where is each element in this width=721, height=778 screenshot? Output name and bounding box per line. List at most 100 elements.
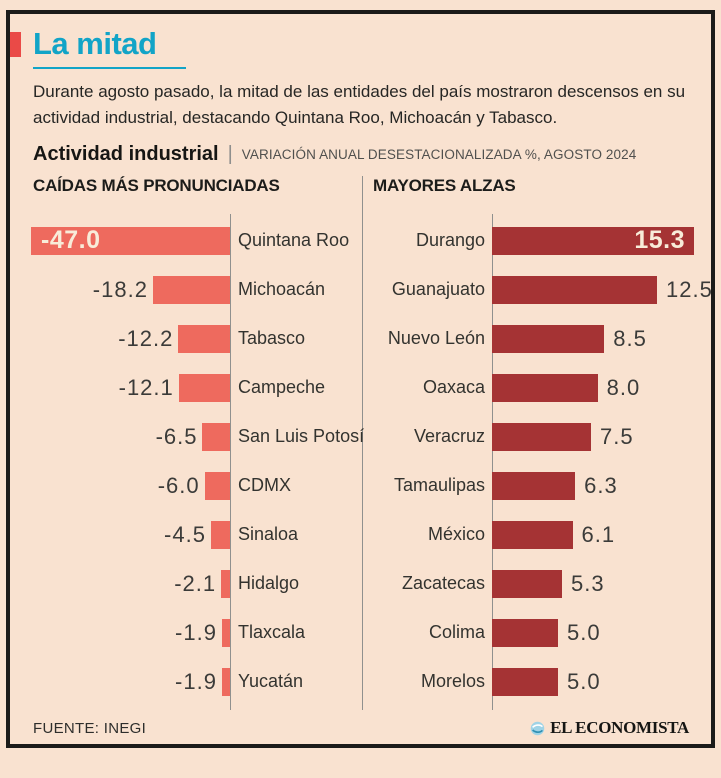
infographic-frame: La mitad Durante agosto pasado, la mitad…: [6, 10, 715, 748]
rise-bar: [492, 324, 605, 353]
falls-chart: -47.0 Quintana Roo -18.2 Michoacán -12.2…: [31, 216, 365, 706]
fall-bar: [221, 667, 230, 696]
fall-bar: [178, 324, 230, 353]
charts-area: CAÍDAS MÁS PRONUNCIADAS MAYORES ALZAS -4…: [10, 174, 711, 714]
rise-bar: [492, 471, 576, 500]
page-title: La mitad: [33, 26, 157, 61]
falls-column-header: CAÍDAS MÁS PRONUNCIADAS: [33, 176, 280, 195]
brand-logo: EL ECONOMISTA: [530, 718, 689, 738]
falls-axis-line: [230, 214, 231, 710]
bar-zone: 6.3: [492, 471, 694, 500]
chart-row: Durango 15.3: [385, 216, 711, 265]
chart-subtitle: VARIACIÓN ANUAL DESESTACIONALIZADA %, AG…: [241, 147, 637, 162]
state-label: Morelos: [420, 671, 485, 691]
bar-zone: -6.0: [31, 471, 230, 500]
state-label: Veracruz: [413, 426, 485, 446]
bar-zone: -2.1: [31, 569, 230, 598]
bar-zone: -47.0: [31, 226, 230, 255]
chart-row: -18.2 Michoacán: [31, 265, 362, 314]
chart-row: Oaxaca 8.0: [385, 363, 711, 412]
fall-bar: [152, 275, 230, 304]
value-label: 6.1: [581, 521, 616, 547]
chart-row: Tamaulipas 6.3: [385, 461, 711, 510]
value-label: -2.1: [174, 570, 217, 596]
state-label: Campeche: [238, 377, 326, 397]
rises-chart: Durango 15.3 Guanajuato 12.5 Nuevo León …: [385, 216, 711, 706]
chart-row: -1.9 Yucatán: [31, 657, 362, 706]
chart-row: -12.2 Tabasco: [31, 314, 362, 363]
state-label: Guanajuato: [391, 279, 485, 299]
bar-zone: -12.1: [31, 373, 230, 402]
value-label: -6.0: [157, 472, 200, 498]
value-label: 8.0: [606, 374, 641, 400]
rise-bar: [492, 226, 694, 255]
bar-zone: 7.5: [492, 422, 694, 451]
fall-bar: [210, 520, 230, 549]
bar-zone: -12.2: [31, 324, 230, 353]
chart-row: Colima 5.0: [385, 608, 711, 657]
chart-row: Zacatecas 5.3: [385, 559, 711, 608]
value-label: 12.5: [666, 276, 713, 302]
chart-row: -47.0 Quintana Roo: [31, 216, 362, 265]
kicker-separator: |: [227, 143, 233, 165]
el-economista-globe-icon: [530, 721, 545, 736]
bar-zone: -1.9: [31, 667, 230, 696]
bar-zone: -1.9: [31, 618, 230, 647]
value-label: -6.5: [155, 423, 198, 449]
rises-column-header: MAYORES ALZAS: [373, 176, 516, 195]
value-label: 5.0: [567, 668, 601, 694]
accent-square: [10, 31, 21, 57]
fall-bar: [202, 422, 230, 451]
rise-bar: [492, 275, 658, 304]
bar-zone: -18.2: [31, 275, 230, 304]
state-label: San Luis Potosí: [238, 426, 365, 446]
value-label: 6.3: [584, 472, 618, 498]
state-label: Tamaulipas: [393, 475, 485, 495]
state-label: Tlaxcala: [238, 622, 306, 642]
kicker-row: Actividad industrial | VARIACIÓN ANUAL D…: [33, 143, 711, 166]
bar-zone: 6.1: [492, 520, 694, 549]
rise-bar: [492, 520, 573, 549]
chart-row: -4.5 Sinaloa: [31, 510, 362, 559]
chart-title: Actividad industrial: [33, 143, 219, 165]
brand-name: EL ECONOMISTA: [550, 718, 689, 737]
fall-bar: [31, 226, 230, 255]
bar-zone: -6.5: [31, 422, 230, 451]
value-label: -18.2: [92, 276, 148, 302]
source-note: FUENTE: INEGI: [33, 719, 147, 737]
rise-bar: [492, 667, 558, 696]
bar-zone: -4.5: [31, 520, 230, 549]
state-label: Colima: [428, 622, 485, 642]
value-label: 5.3: [570, 570, 605, 596]
state-label: Nuevo León: [387, 328, 485, 348]
value-label: -1.9: [175, 668, 217, 694]
bar-zone: 5.3: [492, 569, 694, 598]
fall-bar: [204, 471, 230, 500]
state-label: Durango: [415, 230, 485, 250]
state-label: CDMX: [238, 475, 291, 495]
fall-bar: [178, 373, 230, 402]
rise-bar: [492, 569, 562, 598]
bar-zone: 5.0: [492, 618, 694, 647]
bar-zone: 12.5: [492, 275, 711, 304]
value-label: 15.3: [634, 226, 685, 254]
chart-row: -1.9 Tlaxcala: [31, 608, 362, 657]
value-label: 8.5: [613, 325, 647, 351]
value-label: -4.5: [164, 521, 206, 547]
bar-zone: 15.3: [492, 226, 694, 255]
chart-row: Morelos 5.0: [385, 657, 711, 706]
rise-bar: [492, 618, 558, 647]
chart-row: -2.1 Hidalgo: [31, 559, 362, 608]
value-label: -12.2: [118, 325, 174, 351]
rises-axis-line: [492, 214, 493, 710]
value-label: 5.0: [567, 619, 601, 645]
rise-bar: [492, 422, 592, 451]
state-label: Michoacán: [238, 279, 326, 299]
state-label: Quintana Roo: [238, 230, 350, 250]
column-divider-line: [362, 176, 363, 710]
footer: FUENTE: INEGI EL ECONOMISTA: [10, 718, 711, 738]
chart-row: Guanajuato 12.5: [385, 265, 711, 314]
state-label: Tabasco: [238, 328, 306, 348]
fall-bar: [221, 569, 230, 598]
fall-bar: [221, 618, 230, 647]
